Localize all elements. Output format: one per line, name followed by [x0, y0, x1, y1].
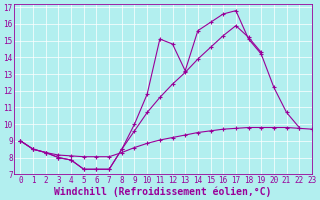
X-axis label: Windchill (Refroidissement éolien,°C): Windchill (Refroidissement éolien,°C) [54, 186, 272, 197]
